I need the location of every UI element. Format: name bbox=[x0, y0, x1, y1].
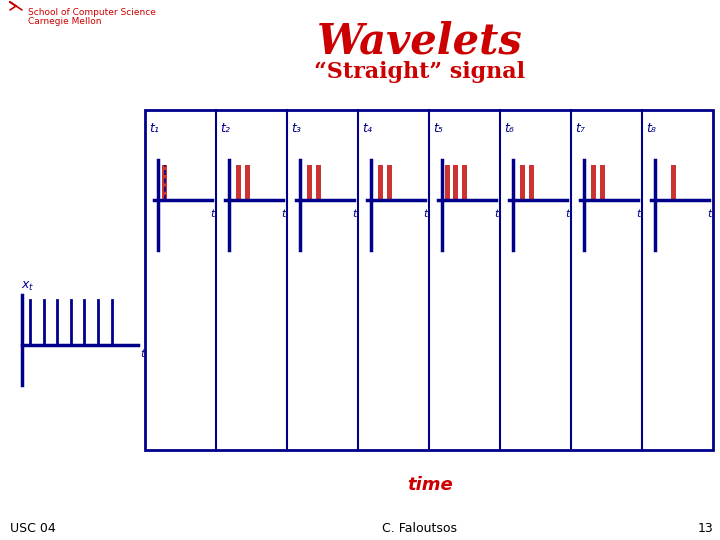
Bar bbox=[445, 165, 450, 200]
Text: t: t bbox=[281, 209, 285, 219]
Bar bbox=[600, 165, 605, 200]
Text: t: t bbox=[210, 209, 214, 219]
Text: t: t bbox=[707, 209, 711, 219]
Bar bbox=[378, 165, 383, 200]
Bar bbox=[245, 165, 250, 200]
Bar bbox=[671, 165, 676, 200]
Text: USC 04: USC 04 bbox=[10, 522, 55, 535]
Bar bbox=[145, 110, 713, 450]
Text: t₁: t₁ bbox=[149, 122, 159, 134]
Text: 13: 13 bbox=[697, 522, 713, 535]
Bar bbox=[236, 165, 241, 200]
Bar bbox=[528, 165, 534, 200]
Text: t: t bbox=[140, 349, 145, 359]
Text: t₅: t₅ bbox=[433, 122, 443, 134]
Text: C. Faloutsos: C. Faloutsos bbox=[382, 522, 457, 535]
Bar bbox=[307, 165, 312, 200]
Bar bbox=[462, 165, 467, 200]
Bar bbox=[163, 165, 167, 200]
Text: $x_t$: $x_t$ bbox=[21, 280, 35, 293]
Bar bbox=[454, 165, 459, 200]
Text: t: t bbox=[352, 209, 356, 219]
Text: t₇: t₇ bbox=[575, 122, 585, 134]
Text: Wavelets: Wavelets bbox=[317, 21, 523, 63]
Bar bbox=[316, 165, 320, 200]
Text: Carnegie Mellon: Carnegie Mellon bbox=[28, 17, 102, 26]
Text: t: t bbox=[494, 209, 498, 219]
Text: t₈: t₈ bbox=[646, 122, 656, 134]
Text: t: t bbox=[636, 209, 640, 219]
Bar bbox=[387, 165, 392, 200]
Bar bbox=[521, 165, 525, 200]
Text: t₄: t₄ bbox=[362, 122, 372, 134]
Text: t₆: t₆ bbox=[504, 122, 514, 134]
Text: School of Computer Science: School of Computer Science bbox=[28, 8, 156, 17]
Bar bbox=[591, 165, 596, 200]
Text: time: time bbox=[407, 476, 453, 494]
Text: t₃: t₃ bbox=[291, 122, 301, 134]
Text: t: t bbox=[564, 209, 570, 219]
Text: t: t bbox=[423, 209, 427, 219]
Text: t₂: t₂ bbox=[220, 122, 230, 134]
Text: “Straight” signal: “Straight” signal bbox=[315, 61, 526, 83]
